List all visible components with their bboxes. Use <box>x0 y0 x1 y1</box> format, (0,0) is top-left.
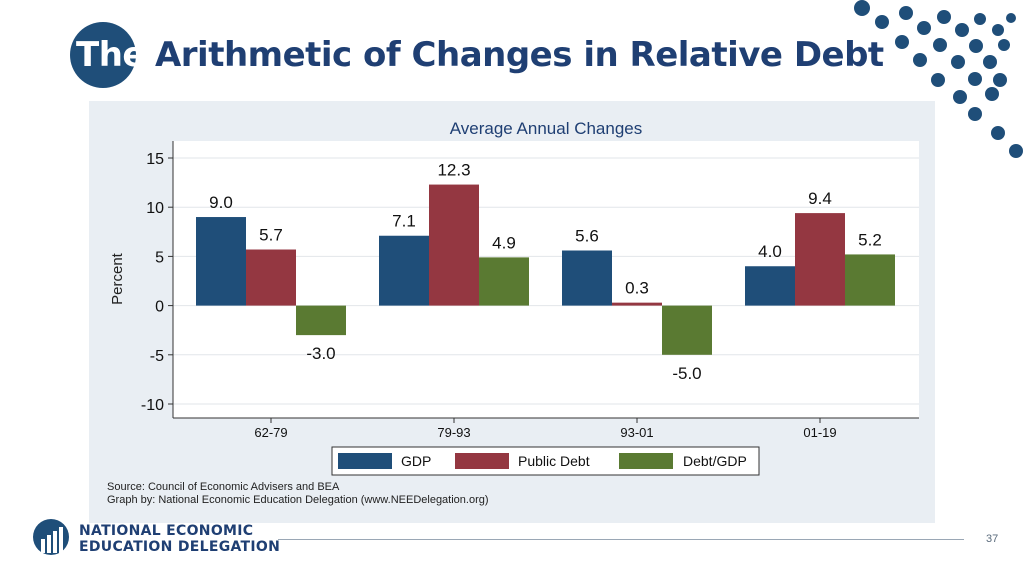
bar <box>745 266 795 306</box>
source-line-2: Graph by: National Economic Education De… <box>107 494 489 506</box>
chart-panel: Average Annual Changes Percent 15 10 5 0 -5 -… <box>89 101 935 523</box>
y-tick-label: -10 <box>141 397 164 414</box>
x-tick-label: 01-19 <box>803 425 836 440</box>
bar <box>429 184 479 306</box>
slide-title: The Arithmetic of Changes in Relative De… <box>76 30 884 80</box>
y-tick-label: 10 <box>146 200 164 217</box>
data-label: -3.0 <box>306 344 335 363</box>
data-label: 12.3 <box>437 161 470 180</box>
y-tick-label: 0 <box>155 299 164 316</box>
data-label: 9.4 <box>808 189 832 208</box>
logo-line-2: EDUCATION DELEGATION <box>79 539 281 555</box>
bar <box>379 235 429 306</box>
data-label: -5.0 <box>672 364 701 383</box>
data-label: 5.7 <box>259 226 283 245</box>
footer-divider <box>278 539 964 540</box>
data-label: 5.6 <box>575 226 599 245</box>
y-axis-label: Percent <box>109 252 126 305</box>
logo-text: NATIONAL ECONOMIC EDUCATION DELEGATION <box>79 523 280 555</box>
title-word-the: The <box>76 35 145 75</box>
bar <box>562 250 612 306</box>
data-label: 0.3 <box>625 279 649 298</box>
bar <box>479 257 529 306</box>
logo-line-1: NATIONAL ECONOMIC <box>79 523 254 539</box>
legend-swatch <box>338 453 392 469</box>
bar <box>845 254 895 306</box>
legend-swatch <box>619 453 673 469</box>
source-line-1: Source: Council of Economic Advisers and… <box>107 481 340 493</box>
x-tick-label: 79-93 <box>437 425 470 440</box>
data-label: 5.2 <box>858 230 882 249</box>
x-tick-label: 93-01 <box>620 425 653 440</box>
bar <box>296 305 346 336</box>
bar <box>246 249 296 306</box>
y-tick-label: 5 <box>155 249 164 266</box>
legend-box <box>331 446 760 476</box>
legend-label: Debt/GDP <box>683 453 747 469</box>
bar <box>795 213 845 306</box>
decorative-dots <box>854 0 1023 158</box>
bar <box>612 302 662 306</box>
legend-label: GDP <box>401 453 431 469</box>
need-logo-icon <box>33 519 69 555</box>
title-badge <box>70 22 136 88</box>
data-label: 7.1 <box>392 212 416 231</box>
bar-chart: Average Annual Changes Percent 15 10 5 0 -5 -… <box>107 119 919 506</box>
title-text: Arithmetic of Changes in Relative Debt <box>154 35 884 75</box>
legend-label: Public Debt <box>518 453 590 469</box>
x-tick-label: 62-79 <box>254 425 287 440</box>
chart-title: Average Annual Changes <box>450 119 643 138</box>
data-label: 4.9 <box>492 233 516 252</box>
data-label: 4.0 <box>758 242 782 261</box>
y-tick-label: -5 <box>150 348 164 365</box>
bar <box>662 305 712 355</box>
data-label: 9.0 <box>209 193 233 212</box>
bar <box>196 217 246 306</box>
legend-swatch <box>455 453 509 469</box>
y-tick-label: 15 <box>146 151 164 168</box>
page-number: 37 <box>986 533 999 545</box>
